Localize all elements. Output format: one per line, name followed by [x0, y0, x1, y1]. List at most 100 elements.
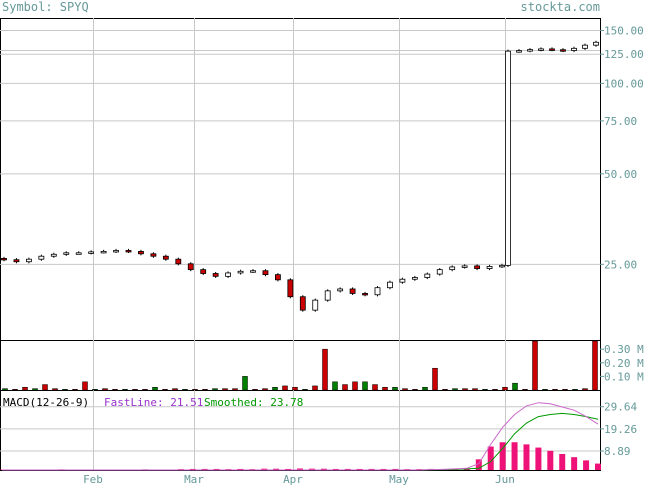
- candle-body: [337, 288, 344, 292]
- macd-histogram-bar: [332, 468, 339, 470]
- volume-bar: [402, 388, 408, 391]
- macd-histogram-bar: [547, 450, 554, 470]
- volume-bar: [92, 389, 98, 391]
- volume-bar: [502, 387, 508, 391]
- volume-bar: [182, 389, 188, 391]
- x-tick-label: May: [389, 473, 409, 486]
- volume-bar: [422, 387, 428, 391]
- site-label[interactable]: stockta.com: [520, 0, 600, 14]
- macd-histogram-bar: [595, 463, 601, 470]
- candle-body: [474, 265, 481, 269]
- candle-body: [324, 290, 331, 301]
- candle-body: [374, 287, 381, 296]
- candle-body: [349, 288, 356, 294]
- candle-body: [125, 250, 132, 253]
- macd-histogram-bar: [475, 459, 482, 470]
- macd-histogram-bar: [308, 468, 315, 470]
- macd-tick-label: 19.26: [604, 423, 637, 436]
- macd-tick-label: 29.64: [604, 401, 637, 414]
- candle-body: [237, 270, 244, 274]
- volume-bar: [52, 388, 58, 391]
- volume-bar: [542, 389, 548, 391]
- volume-bar: [562, 389, 568, 391]
- volume-bar: [522, 389, 528, 391]
- symbol-label: Symbol: SPYQ: [2, 0, 89, 14]
- volume-bar: [322, 348, 328, 391]
- macd-histogram-bar: [213, 468, 220, 470]
- candle-body: [461, 265, 468, 268]
- candle-body: [593, 41, 599, 46]
- candle-body: [25, 258, 32, 263]
- volume-bar: [32, 388, 38, 391]
- candle-body: [312, 299, 319, 311]
- macd-histogram-bar: [285, 468, 292, 470]
- macd-tick-label: 8.89: [604, 445, 631, 458]
- candle-body: [100, 251, 107, 254]
- candle-body: [571, 47, 577, 51]
- volume-tick-label: 0.20 M: [604, 357, 644, 370]
- volume-bar: [272, 387, 278, 391]
- volume-bar: [432, 367, 438, 391]
- macd-histogram-bar: [380, 468, 387, 470]
- candle-body: [486, 266, 493, 269]
- volume-bar: [192, 389, 198, 391]
- volume-bar: [102, 388, 108, 391]
- candle-body: [436, 269, 443, 275]
- volume-tick-label: 0.10 M: [604, 370, 644, 383]
- macd-fast-label: FastLine: 21.51: [104, 396, 203, 409]
- candle-body: [200, 269, 207, 274]
- volume-bar: [572, 389, 578, 391]
- candle-body: [75, 252, 82, 255]
- volume-bar: [552, 389, 558, 391]
- macd-histogram-bar: [487, 446, 494, 470]
- macd-title: MACD(12-26-9): [3, 396, 89, 409]
- candle-body: [50, 253, 57, 257]
- macd-histogram-bar: [320, 468, 327, 470]
- candle-body: [399, 278, 406, 283]
- x-tick-label: Mar: [184, 473, 204, 486]
- volume-bar: [372, 384, 378, 391]
- candle-body: [262, 270, 269, 276]
- candle-body: [187, 263, 194, 271]
- macd-histogram-bar: [523, 444, 530, 470]
- volume-bar: [212, 388, 218, 391]
- volume-bar: [482, 389, 488, 391]
- candle-body: [505, 50, 511, 266]
- candle-body: [516, 50, 522, 53]
- volume-bar: [452, 388, 458, 391]
- candle-body: [287, 279, 294, 298]
- price-tick-label: 75.00: [604, 115, 637, 128]
- volume-bar: [132, 389, 138, 391]
- volume-bar: [12, 389, 18, 391]
- volume-bar: [302, 389, 308, 391]
- candle-body: [212, 273, 219, 277]
- volume-bar: [382, 387, 388, 391]
- macd-histogram-bar: [344, 468, 351, 470]
- volume-bar: [292, 387, 298, 391]
- volume-bar: [82, 381, 88, 391]
- price-tick-label: 25.00: [604, 258, 637, 271]
- volume-bar: [472, 388, 478, 391]
- macd-histogram-bar: [583, 460, 590, 470]
- candle-body: [299, 296, 306, 311]
- candle-body: [560, 49, 566, 52]
- volume-bar: [142, 389, 148, 391]
- macd-fast-line: [2, 402, 599, 471]
- macd-histogram-bar: [297, 468, 303, 470]
- candle-body: [499, 264, 505, 268]
- candle-body: [113, 250, 119, 253]
- macd-histogram-bar: [499, 442, 506, 470]
- macd-histogram-bar: [189, 468, 196, 470]
- volume-bar: [122, 389, 128, 391]
- macd-smooth-label: Smoothed: 23.78: [204, 396, 303, 409]
- macd-histogram-bar: [356, 468, 363, 470]
- volume-bar: [352, 381, 358, 391]
- candle-body: [387, 281, 393, 289]
- x-tick-label: Feb: [83, 473, 103, 486]
- volume-bar: [592, 340, 598, 391]
- macd-smoothed-line: [2, 412, 599, 471]
- volume-bar: [202, 389, 208, 391]
- macd-histogram-bar: [368, 468, 375, 470]
